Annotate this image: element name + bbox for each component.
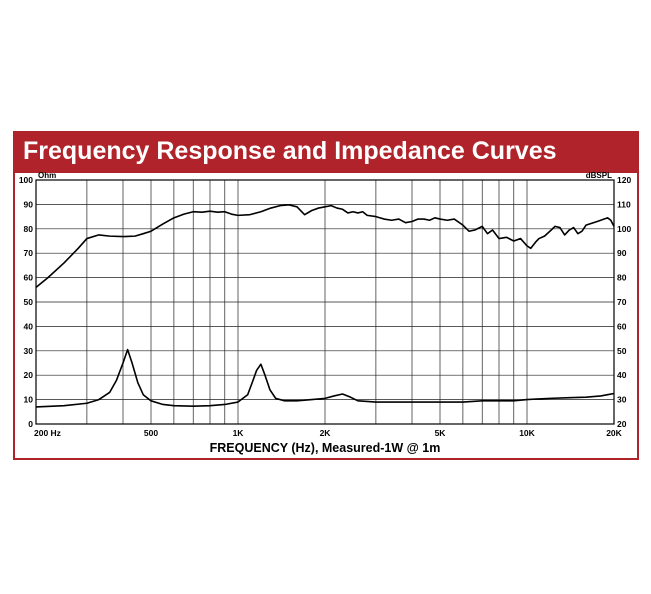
chart-panel: Frequency Response and Impedance Curves — [13, 131, 639, 460]
series-lines — [35, 204, 615, 408]
tick-labels: 0 10 20 30 40 50 60 70 80 90 100 20 30 40 50 60 70 80 90 10… — [19, 171, 632, 455]
impedance-line — [35, 348, 615, 408]
left-tick-label: 70 — [24, 248, 34, 258]
right-tick-label: 80 — [617, 273, 627, 283]
x-tick-label: 20K — [606, 428, 622, 438]
left-tick-label: 40 — [24, 321, 34, 331]
x-tick-label: 5K — [435, 428, 447, 438]
plot-frame — [35, 179, 615, 425]
right-tick-label: 60 — [617, 321, 627, 331]
left-tick-label: 20 — [24, 370, 34, 380]
grid — [36, 179, 614, 425]
right-tick-label: 110 — [617, 199, 631, 209]
right-tick-label: 20 — [617, 419, 627, 429]
left-tick-label: 90 — [24, 199, 34, 209]
left-tick-label: 60 — [24, 273, 34, 283]
right-tick-label: 40 — [617, 370, 627, 380]
x-tick-label: 10K — [519, 428, 535, 438]
right-tick-label: 70 — [617, 297, 627, 307]
x-axis-title: FREQUENCY (Hz), Measured-1W @ 1m — [210, 441, 441, 455]
left-tick-label: 0 — [28, 419, 33, 429]
x-tick-label: 2K — [320, 428, 332, 438]
right-tick-label: 30 — [617, 395, 627, 405]
x-tick-label: 500 — [144, 428, 158, 438]
left-tick-label: 30 — [24, 346, 34, 356]
left-tick-label: 10 — [24, 395, 34, 405]
right-unit-label: dBSPL — [586, 171, 612, 180]
left-tick-label: 50 — [24, 297, 34, 307]
right-tick-label: 50 — [617, 346, 627, 356]
right-tick-label: 120 — [617, 175, 631, 185]
chart-title: Frequency Response and Impedance Curves — [23, 137, 557, 165]
title-bar: Frequency Response and Impedance Curves — [15, 133, 637, 173]
left-tick-label: 80 — [24, 224, 34, 234]
right-tick-label: 100 — [617, 224, 631, 234]
right-tick-label: 90 — [617, 248, 627, 258]
x-tick-label: 1K — [233, 428, 245, 438]
left-unit-label: Ohm — [38, 171, 56, 180]
frequency-response-line — [35, 204, 615, 288]
left-tick-label: 100 — [19, 175, 33, 185]
axes — [35, 179, 615, 425]
x-tick-label: 200 Hz — [34, 428, 61, 438]
